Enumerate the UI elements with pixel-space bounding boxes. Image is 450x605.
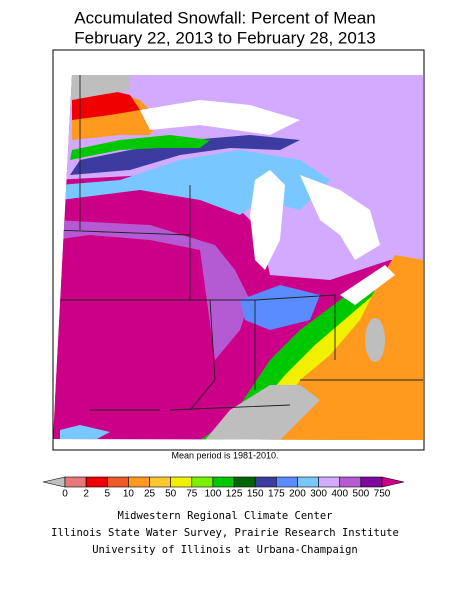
region <box>72 75 130 100</box>
legend-label: 0 <box>62 489 68 500</box>
legend-label: 125 <box>226 489 243 500</box>
region <box>365 318 385 362</box>
legend-swatch <box>318 476 341 488</box>
legend-label: 200 <box>289 489 306 500</box>
legend-swatch <box>297 476 319 488</box>
title-line: Accumulated Snowfall: Percent of Mean <box>74 8 375 27</box>
region <box>70 135 300 175</box>
legend-swatch <box>339 476 362 488</box>
legend-arrow <box>42 476 66 488</box>
legend-label: 750 <box>374 489 391 500</box>
credit-line: Illinois State Water Survey, Prairie Res… <box>51 527 399 539</box>
legend-swatch <box>85 476 108 488</box>
legend-swatch <box>170 476 193 488</box>
region <box>240 285 320 330</box>
title-line: February 22, 2013 to February 28, 2013 <box>74 28 375 47</box>
legend-swatch <box>212 476 235 488</box>
legend-swatch <box>128 476 150 488</box>
credit-line: University of Illinois at Urbana-Champai… <box>92 544 358 556</box>
legend-label: 2 <box>83 489 89 500</box>
legend-swatch <box>64 476 87 488</box>
region <box>70 135 210 160</box>
region <box>53 220 250 360</box>
legend-label: 400 <box>331 489 348 500</box>
lake-michigan <box>250 170 285 270</box>
legend-swatch <box>233 476 256 488</box>
legend-swatch <box>149 476 171 488</box>
legend-label: 5 <box>104 489 110 500</box>
legend-label: 50 <box>165 489 177 500</box>
legend-label: 25 <box>144 489 156 500</box>
legend-label: 75 <box>186 489 198 500</box>
legend-label: 10 <box>123 489 135 500</box>
legend-label: 150 <box>247 489 264 500</box>
legend-label: 500 <box>353 489 370 500</box>
legend-swatch <box>106 476 129 488</box>
lake-superior <box>140 100 300 135</box>
legend-swatch <box>254 476 277 488</box>
legend: 0 2 5 10 25 50 75 100 125 150 175 200 300 400 500 750 <box>42 476 405 500</box>
map-note: Mean period is 1981-2010. <box>171 450 278 460</box>
map <box>52 49 425 451</box>
legend-swatch <box>276 476 298 488</box>
region <box>60 425 110 440</box>
legend-label: 100 <box>205 489 222 500</box>
legend-arrow <box>381 476 405 488</box>
legend-swatch <box>360 476 383 488</box>
lake-erie <box>340 265 395 305</box>
legend-swatch <box>191 476 214 488</box>
lake-huron <box>300 175 380 260</box>
credit-line: Midwestern Regional Climate Center <box>118 510 333 522</box>
region <box>205 385 320 440</box>
legend-label: 300 <box>310 489 327 500</box>
map-frame <box>52 49 425 451</box>
legend-label: 175 <box>268 489 285 500</box>
